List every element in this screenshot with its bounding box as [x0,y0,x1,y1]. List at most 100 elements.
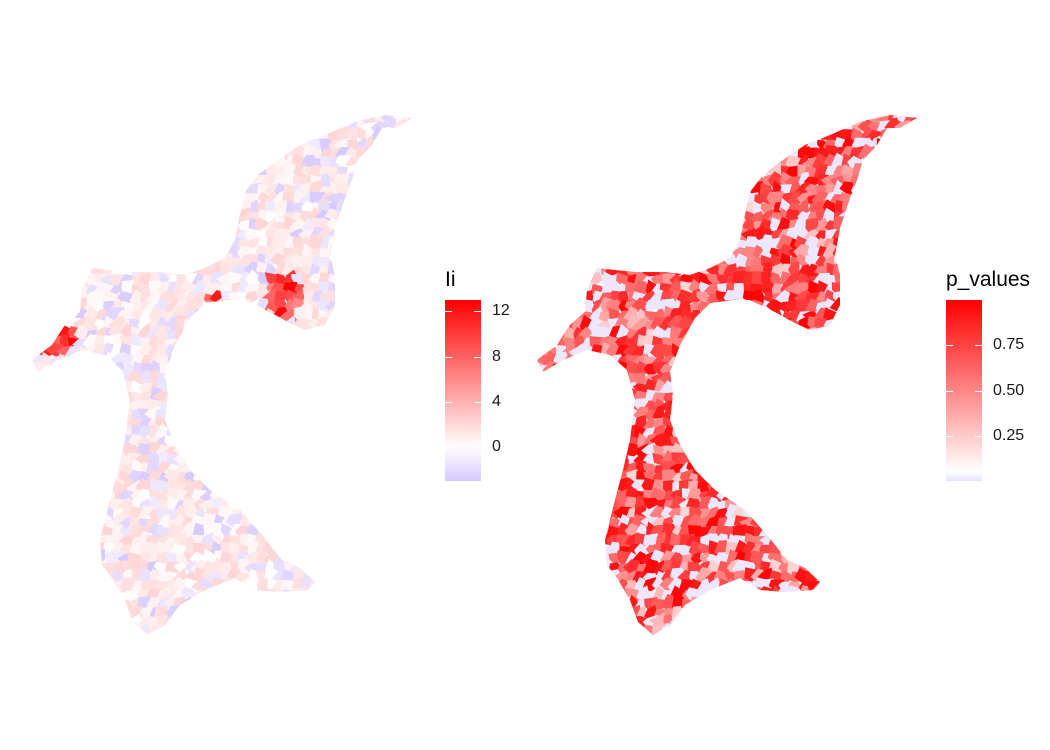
map-cell [46,480,63,494]
map-cell [579,145,594,160]
map-cell [163,164,181,182]
map-cell [94,180,109,197]
map-cell [633,115,648,116]
map-cell [418,279,433,295]
map-cell [57,461,74,478]
map-cell [83,533,99,550]
map-cell [327,90,342,106]
map-cell [405,373,412,386]
map-cell [880,327,894,345]
map-cell [537,445,549,462]
map-cell [74,477,90,494]
map-cell [91,580,109,595]
map-cell [690,94,703,111]
map-cell [662,119,676,133]
map-cell [348,406,362,424]
map-cell [137,218,155,232]
map-cell [32,316,49,334]
map-cell [85,120,101,137]
map-cell [387,192,404,208]
map-cell [299,369,316,390]
map-cell [606,144,625,164]
map-cell [255,159,270,169]
map-cell [903,218,917,235]
map-cell [696,115,714,119]
map-cell [68,397,81,412]
map-cell [36,283,54,299]
map-cell [308,489,323,506]
map-cell [760,333,776,353]
map-cell [199,216,216,237]
map-cell [401,622,412,635]
map-cell [546,481,560,497]
map-cell [101,93,120,108]
map-cell [297,633,317,635]
map-cell [615,158,635,173]
map-cell [174,391,191,408]
map-cell [410,218,412,234]
map-cell [660,246,675,262]
map-cell [537,499,549,512]
map-cell [543,136,560,153]
map-cell [616,140,632,151]
map-cell [409,419,412,430]
map-cell [101,147,120,160]
map-cell [519,373,534,385]
map-cell [868,264,885,277]
map-cell [38,192,56,209]
map-cell [383,445,397,458]
map-cell [519,338,535,350]
map-cell [230,301,243,316]
map-cell [560,201,581,216]
map-cell [32,156,34,172]
map-cell [383,162,396,179]
map-cell [338,256,352,271]
map-cell [537,264,552,278]
map-cell [663,184,679,197]
map-cell [15,126,26,144]
map-cell [572,174,589,190]
map-cell [832,115,847,116]
map-cell [371,153,389,169]
map-cell [623,218,642,234]
map-cell [857,400,875,413]
map-cell [209,307,223,321]
map-cell [689,182,703,196]
map-cell [389,540,406,557]
map-cell [294,480,308,493]
map-cell [253,134,270,155]
map-cell [689,153,701,170]
map-cell [762,369,775,388]
map-cell [787,469,803,485]
map-cell [82,146,97,162]
map-cell [751,441,764,462]
map-cell [681,192,693,207]
map-cell [137,119,157,137]
map-cell [32,491,35,506]
map-cell [538,247,552,259]
map-cell [844,275,859,287]
map-cell [779,369,794,388]
map-cell [337,115,350,117]
map-cell [360,299,379,315]
map-cell [318,405,335,424]
map-cell [824,115,841,119]
map-cell [32,180,39,195]
map-cell [409,569,412,584]
map-cell [579,190,595,208]
map-cell [806,423,819,439]
map-cell [832,404,848,425]
map-cell [202,417,218,430]
map-cell [847,352,865,372]
map-cell [69,544,81,560]
map-cell [925,300,939,314]
map-cell [267,524,280,541]
map-cell [177,127,191,145]
map-cell [911,289,917,309]
map-cell [886,471,900,486]
map-cell [275,450,289,467]
map-cell [381,424,395,440]
map-cell [671,247,688,259]
map-cell [12,598,27,614]
map-cell [347,329,362,344]
